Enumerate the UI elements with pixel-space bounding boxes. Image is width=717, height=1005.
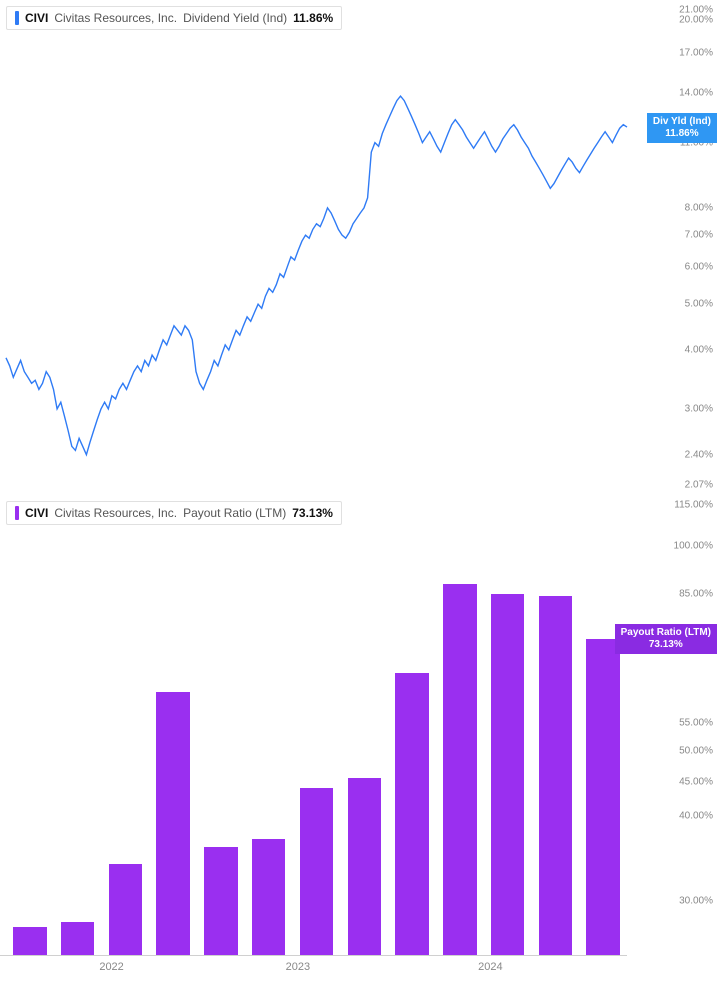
payout-ratio-plot[interactable] <box>6 505 627 955</box>
dividend-yield-value-tag: Div Yld (Ind) 11.86% <box>647 113 717 143</box>
y-axis-tick-label: 17.00% <box>679 48 713 59</box>
payout-ratio-bar[interactable] <box>539 596 572 955</box>
legend-ticker: CIVI <box>25 11 48 25</box>
x-axis-tick-label: 2022 <box>99 961 123 973</box>
dividend-yield-line <box>6 96 627 455</box>
legend-company: Civitas Resources, Inc. <box>54 506 177 520</box>
payout-ratio-value-tag: Payout Ratio (LTM) 73.13% <box>615 624 717 654</box>
payout-ratio-bar[interactable] <box>300 788 333 955</box>
y-axis-tick-label: 2.40% <box>685 449 713 460</box>
y-axis-tick-label: 21.00% <box>679 5 713 16</box>
y-axis-tick-label: 55.00% <box>679 717 713 728</box>
y-axis-tick-label: 100.00% <box>674 541 713 552</box>
legend-metric: Dividend Yield (Ind) <box>183 11 287 25</box>
y-axis-tick-label: 2.07% <box>685 480 713 491</box>
tag-title: Div Yld (Ind) <box>653 116 711 128</box>
payout-ratio-bar[interactable] <box>204 847 237 955</box>
dividend-yield-line-svg <box>6 10 627 485</box>
y-axis-tick-label: 115.00% <box>674 500 713 511</box>
y-axis-tick-label: 40.00% <box>679 811 713 822</box>
payout-ratio-bar[interactable] <box>348 778 381 955</box>
legend-ticker: CIVI <box>25 506 48 520</box>
y-axis-tick-label: 50.00% <box>679 745 713 756</box>
payout-ratio-legend: CIVI Civitas Resources, Inc. Payout Rati… <box>6 501 342 525</box>
tag-value: 73.13% <box>621 639 711 651</box>
payout-ratio-bar[interactable] <box>443 584 476 955</box>
y-axis-tick-label: 8.00% <box>685 202 713 213</box>
payout-ratio-bar[interactable] <box>252 839 285 955</box>
y-axis-tick-label: 85.00% <box>679 589 713 600</box>
tag-title: Payout Ratio (LTM) <box>621 627 711 639</box>
chart-container: CIVI Civitas Resources, Inc. Dividend Yi… <box>0 0 717 1005</box>
payout-ratio-bar[interactable] <box>586 639 619 956</box>
y-axis-tick-label: 4.00% <box>685 344 713 355</box>
y-axis-tick-label: 5.00% <box>685 299 713 310</box>
payout-ratio-bar[interactable] <box>156 692 189 955</box>
y-axis-tick-label: 20.00% <box>679 15 713 26</box>
y-axis-tick-label: 3.00% <box>685 403 713 414</box>
y-axis-tick-label: 7.00% <box>685 230 713 241</box>
dividend-yield-plot[interactable] <box>6 10 627 485</box>
x-axis-tick-label: 2023 <box>286 961 310 973</box>
y-axis-tick-label: 14.00% <box>679 88 713 99</box>
legend-metric: Payout Ratio (LTM) <box>183 506 286 520</box>
legend-value: 11.86% <box>293 11 333 25</box>
y-axis-tick-label: 6.00% <box>685 261 713 272</box>
payout-ratio-bar[interactable] <box>491 594 524 955</box>
y-axis-tick-label: 45.00% <box>679 776 713 787</box>
payout-ratio-bar[interactable] <box>61 922 94 955</box>
payout-ratio-bar[interactable] <box>395 673 428 955</box>
legend-marker-icon <box>15 11 19 25</box>
x-axis-line <box>0 955 627 956</box>
x-axis-tick-label: 2024 <box>478 961 502 973</box>
legend-company: Civitas Resources, Inc. <box>54 11 177 25</box>
payout-ratio-bar[interactable] <box>109 864 142 955</box>
dividend-yield-legend: CIVI Civitas Resources, Inc. Dividend Yi… <box>6 6 342 30</box>
dividend-yield-panel: CIVI Civitas Resources, Inc. Dividend Yi… <box>0 0 717 490</box>
payout-ratio-bar[interactable] <box>13 927 46 955</box>
tag-value: 11.86% <box>653 128 711 140</box>
legend-value: 73.13% <box>292 506 333 520</box>
y-axis-tick-label: 30.00% <box>679 896 713 907</box>
payout-ratio-panel: CIVI Civitas Resources, Inc. Payout Rati… <box>0 495 717 975</box>
legend-marker-icon <box>15 506 19 520</box>
